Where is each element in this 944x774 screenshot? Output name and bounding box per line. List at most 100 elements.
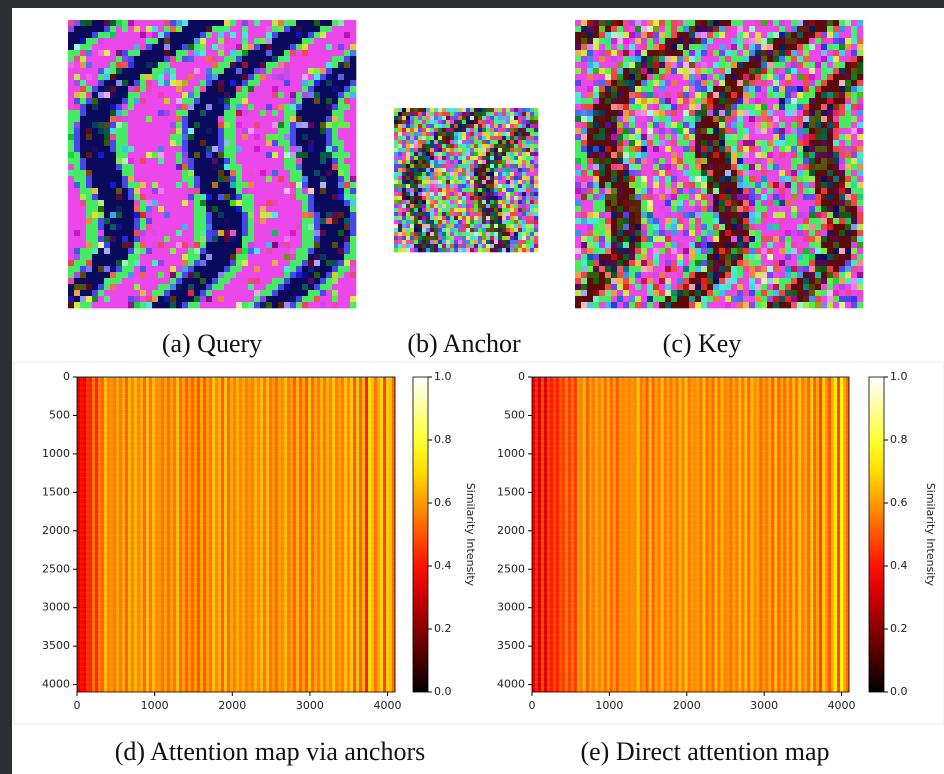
pixel xyxy=(326,194,332,200)
pixel xyxy=(104,20,110,26)
pixel xyxy=(671,32,677,38)
pixel xyxy=(707,182,713,188)
pixel xyxy=(344,242,350,248)
pixel xyxy=(466,108,470,112)
pixel xyxy=(122,26,128,32)
pixel xyxy=(743,158,749,164)
pixel xyxy=(695,182,701,188)
pixel xyxy=(176,128,182,134)
pixel xyxy=(470,240,474,244)
pixel xyxy=(218,26,224,32)
pixel xyxy=(575,32,581,38)
pixel xyxy=(128,92,134,98)
pixel xyxy=(442,244,446,248)
pixel xyxy=(296,212,302,218)
pixel xyxy=(426,124,430,128)
pixel xyxy=(326,38,332,44)
pixel xyxy=(92,92,98,98)
pixel xyxy=(514,196,518,200)
pixel xyxy=(122,50,128,56)
pixel xyxy=(170,56,176,62)
pixel xyxy=(302,278,308,284)
pixel xyxy=(224,170,230,176)
pixel xyxy=(254,26,260,32)
pixel xyxy=(490,140,494,144)
pixel xyxy=(695,218,701,224)
pixel xyxy=(116,98,122,104)
pixel xyxy=(713,254,719,260)
pixel xyxy=(641,242,647,248)
pixel xyxy=(486,164,490,168)
pixel xyxy=(418,136,422,140)
pixel xyxy=(458,224,462,228)
pixel xyxy=(326,134,332,140)
pixel xyxy=(689,140,695,146)
pixel xyxy=(68,188,74,194)
pixel xyxy=(719,38,725,44)
pixel xyxy=(454,144,458,148)
pixel xyxy=(514,160,518,164)
pixel xyxy=(170,110,176,116)
pixel xyxy=(438,236,442,240)
pixel xyxy=(695,302,701,308)
pixel xyxy=(438,192,442,196)
pixel xyxy=(482,124,486,128)
pixel xyxy=(426,228,430,232)
pixel xyxy=(671,44,677,50)
pixel xyxy=(635,218,641,224)
pixel xyxy=(104,152,110,158)
pixel xyxy=(466,160,470,164)
pixel xyxy=(398,224,402,228)
pixel xyxy=(110,266,116,272)
pixel xyxy=(206,200,212,206)
pixel xyxy=(689,242,695,248)
pixel xyxy=(86,224,92,230)
pixel xyxy=(98,86,104,92)
pixel xyxy=(671,140,677,146)
pixel xyxy=(677,302,683,308)
pixel xyxy=(466,156,470,160)
pixel xyxy=(530,224,534,228)
pixel xyxy=(438,188,442,192)
pixel xyxy=(278,134,284,140)
pixel xyxy=(422,200,426,204)
pixel xyxy=(158,224,164,230)
pixel xyxy=(272,212,278,218)
pixel xyxy=(599,44,605,50)
pixel xyxy=(581,296,587,302)
pixel xyxy=(394,200,398,204)
pixel xyxy=(272,128,278,134)
pixel xyxy=(338,164,344,170)
pixel xyxy=(701,122,707,128)
pixel xyxy=(581,38,587,44)
pixel xyxy=(677,182,683,188)
pixel xyxy=(518,160,522,164)
pixel xyxy=(128,152,134,158)
pixel xyxy=(176,158,182,164)
pixel xyxy=(506,220,510,224)
pixel xyxy=(248,260,254,266)
pixel xyxy=(671,158,677,164)
pixel xyxy=(534,200,538,204)
pixel xyxy=(92,68,98,74)
pixel xyxy=(701,116,707,122)
pixel xyxy=(128,80,134,86)
pixel xyxy=(611,134,617,140)
pixel xyxy=(659,230,665,236)
pixel xyxy=(260,182,266,188)
pixel xyxy=(344,272,350,278)
pixel xyxy=(502,236,506,240)
pixel xyxy=(530,180,534,184)
pixel xyxy=(617,158,623,164)
pixel xyxy=(80,272,86,278)
pixel xyxy=(575,176,581,182)
pixel xyxy=(442,196,446,200)
pixel xyxy=(272,236,278,242)
pixel xyxy=(534,156,538,160)
pixel xyxy=(438,220,442,224)
pixel xyxy=(200,32,206,38)
pixel xyxy=(230,158,236,164)
pixel xyxy=(587,170,593,176)
pixel xyxy=(478,184,482,188)
pixel xyxy=(326,296,332,302)
